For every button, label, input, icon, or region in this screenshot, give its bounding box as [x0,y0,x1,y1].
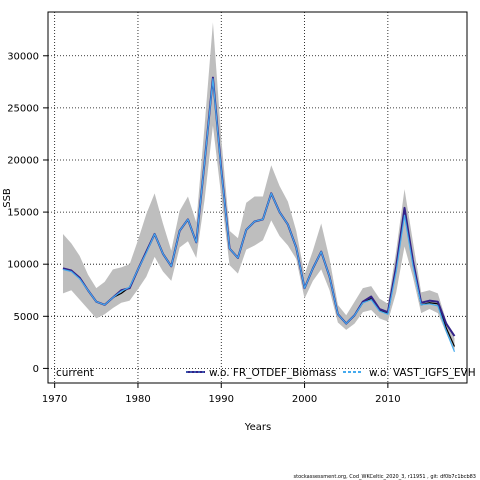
y-tick-label-5000: 5000 [14,312,39,323]
y-tick-label-25000: 25000 [7,103,39,114]
y-tick-label-30000: 30000 [7,51,39,62]
x-tick-label-2000: 2000 [292,394,317,405]
axes: 1970 1980 1990 2000 2010 0 5000 10000 15000 20000… [7,51,400,405]
legend-label-vast: w.o. VAST_IGFS_EVH [369,367,476,379]
footer-note: stockassessment.org, Cod_WKCeltic_2020_3… [294,474,477,480]
legend: current w.o. FR_OTDEF_Biomass w.o. VAST_… [56,367,476,379]
grid-lines [48,12,467,383]
series-lines-layer [62,76,456,352]
plot-frame [47,11,468,384]
confidence-band-layer [62,22,455,352]
legend-label-fr-otdef: w.o. FR_OTDEF_Biomass [209,367,336,379]
x-tick-label-1990: 1990 [209,394,234,405]
x-tick-label-1980: 1980 [125,394,150,405]
series-line-2 [62,78,456,352]
confidence-band [62,22,455,352]
x-tick-label-2010: 2010 [375,394,400,405]
y-tick-label-20000: 20000 [7,155,39,166]
legend-label-current: current [56,367,94,379]
y-tick-label-0: 0 [33,364,39,375]
x-tick-label-1970: 1970 [42,394,67,405]
x-axis-title: Years [244,422,271,433]
y-tick-label-10000: 10000 [7,260,39,271]
y-axis-title: SSB [2,188,13,208]
y-tick-label-15000: 15000 [7,208,39,219]
